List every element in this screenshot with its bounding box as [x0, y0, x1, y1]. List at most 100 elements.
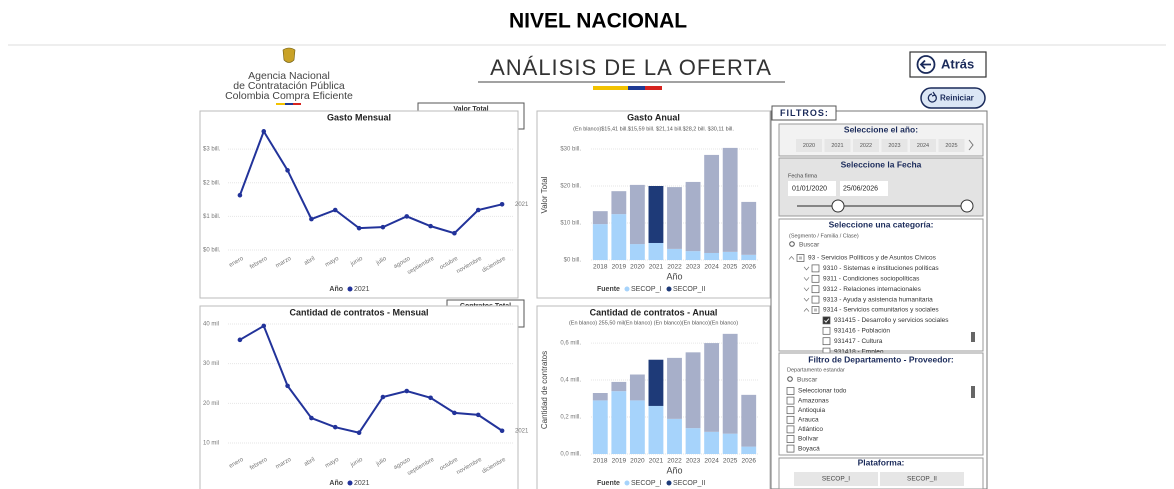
bar-segment	[611, 391, 627, 454]
y-tick-label: $0 bill.	[564, 258, 582, 264]
bar-segment	[741, 446, 757, 454]
checkbox[interactable]	[786, 435, 795, 443]
y-axis-label: Cantidad de contratos	[540, 351, 549, 429]
tree-item: 931416 - Población	[834, 328, 890, 335]
data-point	[404, 214, 410, 219]
year-option: 2022	[860, 143, 872, 149]
tree-toggle[interactable]	[788, 255, 795, 260]
year-button[interactable]	[910, 139, 936, 152]
checkbox[interactable]	[786, 425, 795, 434]
tree-item: 93 - Servicios Políticos y de Asuntos Cí…	[808, 255, 937, 262]
checkbox[interactable]	[822, 316, 831, 325]
checkbox[interactable]	[786, 444, 795, 453]
bar-segment	[722, 333, 738, 434]
data-point	[237, 337, 243, 343]
data-point	[380, 394, 386, 400]
logo-line: Colombia Compra Eficiente	[225, 90, 353, 102]
slider-handle[interactable]	[831, 199, 845, 213]
search-icon	[787, 376, 793, 382]
chart-title: Gasto Anual	[627, 112, 680, 122]
bar-segment	[704, 154, 720, 253]
search-box: Buscar	[797, 377, 818, 384]
checkbox[interactable]	[786, 396, 795, 405]
checkbox-partial	[814, 308, 817, 312]
legend-label: SECOP_II	[673, 286, 705, 293]
checkbox[interactable]	[811, 274, 820, 283]
bar-segment	[685, 352, 701, 429]
kpi-label: Valor Total	[453, 106, 488, 113]
tree-toggle[interactable]	[803, 277, 810, 281]
date-input[interactable]	[840, 181, 888, 196]
tree-item: 931418 - Empleo	[834, 348, 884, 355]
data-point	[261, 323, 267, 329]
x-tick-label: 2025	[723, 264, 738, 271]
filter-section	[778, 218, 984, 352]
year-button[interactable]	[796, 139, 822, 152]
checkbox[interactable]	[786, 406, 795, 415]
bar-segment	[722, 251, 738, 260]
checkbox[interactable]	[786, 387, 795, 395]
legend-title: Fuente	[597, 286, 620, 293]
list-item: Boyacá	[798, 445, 820, 452]
x-axis-label: Año	[666, 271, 682, 281]
y-tick-label: $2 bill.	[203, 180, 221, 186]
data-point	[332, 424, 338, 430]
year-button[interactable]	[938, 139, 965, 152]
y-tick-label: $0 bill.	[203, 248, 221, 254]
tree-item: 9311 - Condiciones sociopolíticas	[823, 276, 920, 283]
series-end-label: 2021	[515, 202, 529, 208]
platform-option: SECOP_I	[822, 476, 850, 483]
scroll-arrow[interactable]	[968, 139, 974, 151]
bar-segment	[685, 428, 701, 454]
year-option: 2023	[888, 143, 900, 149]
checkbox[interactable]	[822, 337, 831, 346]
tree-toggle[interactable]	[803, 297, 810, 302]
tree-toggle[interactable]	[803, 266, 810, 271]
data-point	[237, 192, 243, 198]
chart-panel	[199, 305, 519, 489]
checkbox[interactable]	[822, 326, 831, 335]
checkbox[interactable]	[811, 264, 820, 273]
tree-toggle[interactable]	[803, 287, 810, 292]
x-tick-label: 2022	[667, 458, 682, 465]
series-end-label: 2021	[515, 428, 529, 434]
date-input[interactable]	[788, 181, 836, 196]
legend-label: SECOP_I	[631, 286, 661, 293]
x-tick-label: 2018	[593, 264, 608, 271]
bar-segment	[648, 359, 664, 406]
bar-segment	[629, 400, 645, 454]
bar-segment	[722, 433, 738, 454]
section-title: Plataforma:	[858, 457, 905, 467]
bar-segment	[629, 244, 645, 260]
platform-button[interactable]	[794, 472, 878, 486]
x-tick-label: abril	[303, 457, 316, 468]
x-tick-label: 2022	[667, 264, 682, 271]
bar-segment	[629, 374, 645, 401]
reset-button[interactable]: Reiniciar	[920, 87, 986, 109]
platform-button[interactable]	[880, 472, 964, 486]
date-value: 25/06/2026	[843, 185, 878, 192]
page-heading: NIVEL NACIONAL	[509, 10, 687, 33]
logo: Agencia Nacional de Contratación Pública…	[225, 47, 353, 105]
checkmark	[824, 318, 830, 323]
year-button[interactable]	[824, 139, 851, 152]
y-tick-label: 20 mil	[203, 401, 219, 407]
legend-swatch	[624, 480, 630, 486]
x-tick-label: 2026	[741, 458, 756, 465]
section-title: Seleccione la Fecha	[841, 159, 922, 169]
annotation: (En blanco)$15,41 bill.$15,59 bill. $21,…	[573, 126, 734, 132]
checkbox[interactable]	[786, 415, 795, 424]
chart-title: Gasto Mensual	[327, 112, 391, 122]
x-tick-label: 2023	[686, 264, 701, 271]
checkbox[interactable]	[811, 295, 820, 304]
checkbox[interactable]	[811, 285, 820, 294]
year-button[interactable]	[853, 139, 879, 152]
checkbox-partial	[799, 256, 802, 260]
legend-swatch	[666, 480, 672, 486]
scrollbar	[971, 386, 975, 398]
tree-toggle[interactable]	[803, 307, 810, 312]
back-button[interactable]: Atrás	[909, 51, 987, 78]
slider-handle[interactable]	[960, 199, 974, 213]
year-button[interactable]	[881, 139, 908, 152]
x-tick-label: 2021	[649, 458, 664, 465]
